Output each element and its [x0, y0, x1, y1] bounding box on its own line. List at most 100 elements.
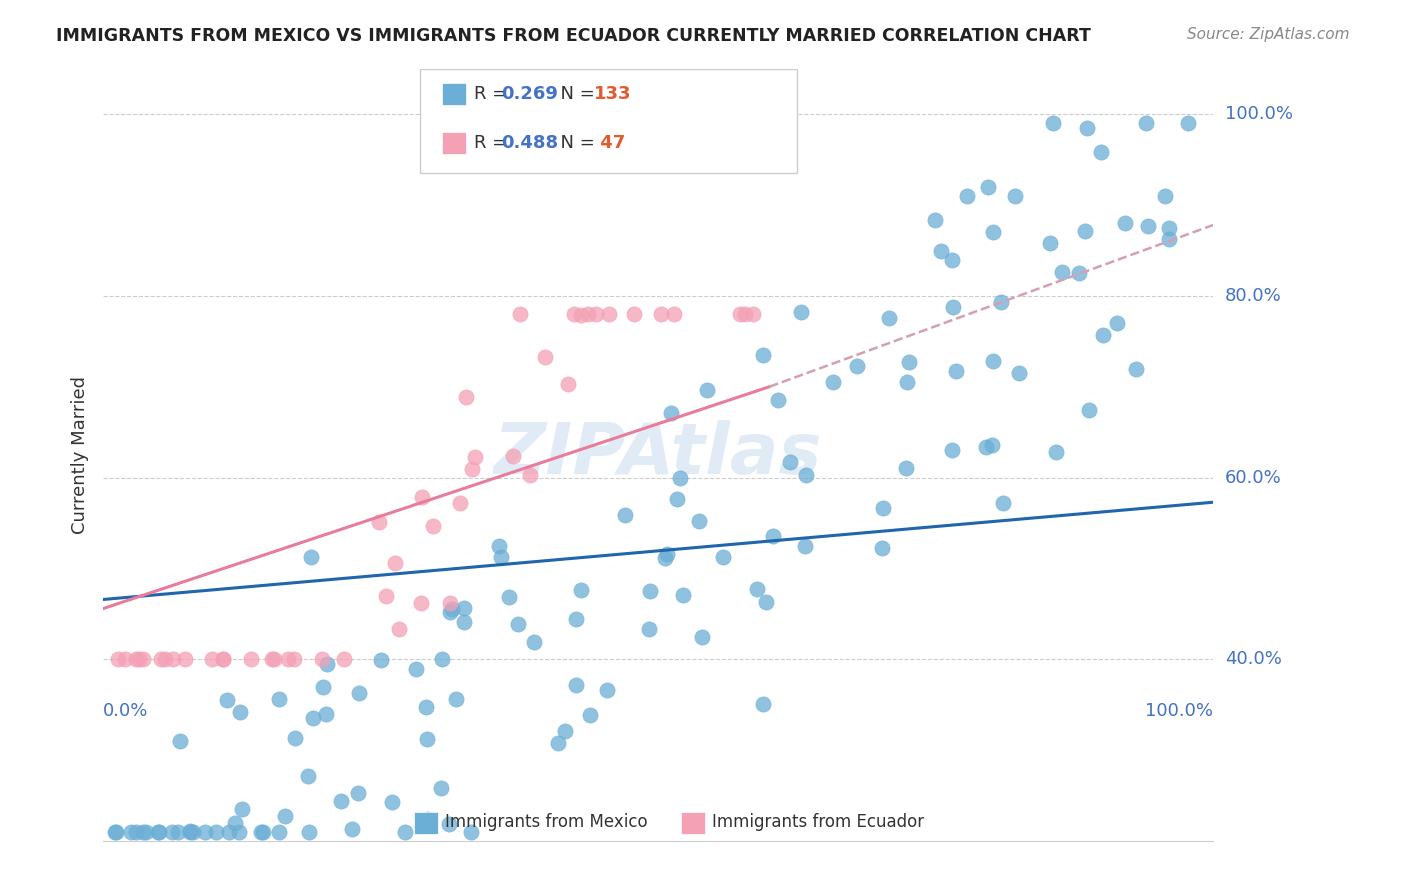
Point: [794, 467, 817, 482]
Point: [405, 662, 427, 676]
Text: 60.0%: 60.0%: [1225, 468, 1281, 487]
Point: [460, 462, 482, 476]
Point: [956, 189, 979, 203]
Point: [301, 711, 323, 725]
Point: [877, 310, 900, 325]
Point: [347, 786, 370, 800]
FancyBboxPatch shape: [681, 812, 704, 834]
Point: [557, 376, 579, 391]
Point: [688, 514, 710, 528]
Point: [297, 769, 319, 783]
Point: [439, 595, 461, 609]
Point: [416, 732, 439, 747]
Point: [1135, 116, 1157, 130]
Point: [576, 307, 599, 321]
Point: [218, 825, 240, 839]
Point: [929, 244, 952, 259]
Point: [329, 794, 352, 808]
Point: [1042, 116, 1064, 130]
FancyBboxPatch shape: [441, 132, 467, 153]
Point: [562, 307, 585, 321]
Point: [1159, 220, 1181, 235]
Text: 133: 133: [593, 85, 631, 103]
Point: [229, 705, 252, 719]
Point: [993, 496, 1015, 510]
Point: [418, 812, 440, 826]
Point: [167, 825, 190, 839]
Point: [201, 652, 224, 666]
Point: [298, 825, 321, 839]
Text: 47: 47: [593, 134, 626, 152]
Point: [269, 692, 291, 706]
Point: [846, 359, 869, 374]
Point: [762, 529, 785, 543]
Text: R =: R =: [474, 134, 513, 152]
Point: [1004, 189, 1026, 203]
Point: [299, 549, 322, 564]
Point: [204, 825, 226, 839]
Point: [554, 723, 576, 738]
Point: [976, 180, 998, 194]
Point: [596, 683, 619, 698]
Point: [752, 697, 775, 711]
Point: [381, 795, 404, 809]
Point: [1045, 445, 1067, 459]
Point: [311, 652, 333, 666]
Point: [347, 686, 370, 700]
Point: [449, 496, 471, 510]
Point: [224, 815, 246, 830]
Point: [1125, 362, 1147, 376]
Point: [231, 802, 253, 816]
Point: [179, 825, 201, 839]
Point: [179, 824, 201, 838]
Point: [464, 450, 486, 464]
Point: [671, 588, 693, 602]
Point: [384, 556, 406, 570]
Point: [1039, 236, 1062, 251]
Point: [415, 700, 437, 714]
Text: Immigrants from Ecuador: Immigrants from Ecuador: [711, 813, 924, 831]
Point: [120, 825, 142, 839]
Point: [638, 584, 661, 599]
Point: [1067, 266, 1090, 280]
Point: [793, 539, 815, 553]
Point: [654, 551, 676, 566]
Text: 0.269: 0.269: [501, 85, 558, 103]
Point: [990, 295, 1012, 310]
Point: [124, 652, 146, 666]
Text: N =: N =: [550, 85, 600, 103]
Point: [598, 307, 620, 321]
Point: [662, 307, 685, 321]
Point: [751, 348, 773, 362]
Point: [1076, 121, 1098, 136]
Point: [316, 657, 339, 672]
Point: [252, 825, 274, 839]
Point: [711, 550, 734, 565]
Point: [870, 541, 893, 556]
Point: [981, 225, 1004, 239]
Point: [941, 253, 963, 268]
Text: R =: R =: [474, 85, 513, 103]
FancyBboxPatch shape: [413, 812, 439, 834]
Point: [1137, 219, 1160, 234]
Point: [107, 652, 129, 666]
Point: [240, 652, 263, 666]
Point: [489, 550, 512, 565]
Point: [460, 825, 482, 839]
Point: [565, 612, 588, 626]
Point: [488, 540, 510, 554]
Point: [1050, 264, 1073, 278]
Point: [274, 808, 297, 822]
Point: [1008, 366, 1031, 380]
Text: ZIPAtlas: ZIPAtlas: [494, 420, 823, 490]
Point: [509, 307, 531, 321]
Point: [132, 652, 155, 666]
Point: [367, 515, 389, 529]
Point: [340, 822, 363, 836]
Text: Source: ZipAtlas.com: Source: ZipAtlas.com: [1187, 27, 1350, 42]
Point: [657, 547, 679, 561]
Point: [194, 825, 217, 839]
Point: [823, 375, 845, 389]
Point: [898, 355, 921, 369]
Point: [547, 736, 569, 750]
